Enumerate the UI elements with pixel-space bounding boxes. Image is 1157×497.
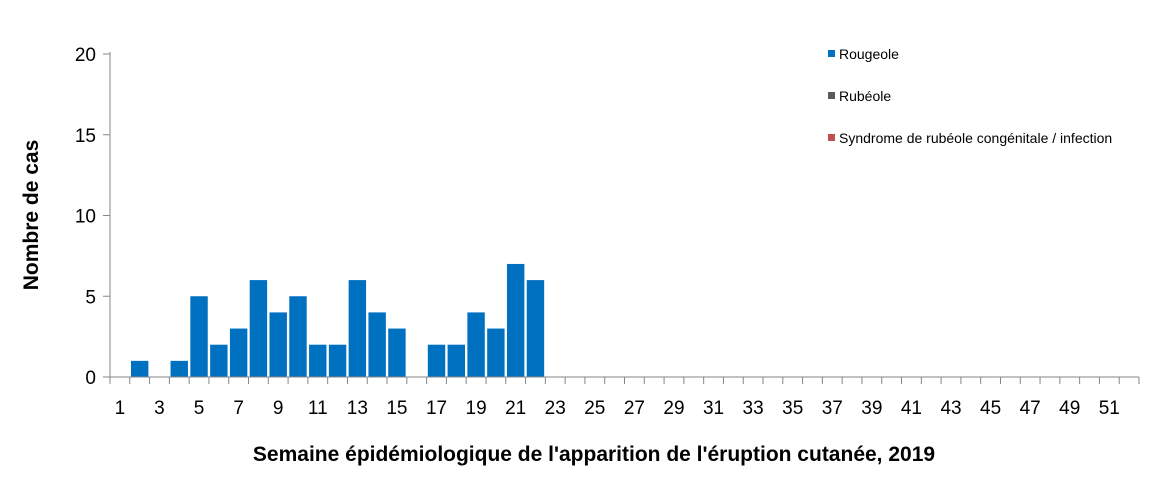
x-tick-label-1: 1 [115,398,126,419]
bar-rougeole-week-22 [526,280,545,377]
y-tick-label-5: 5 [85,287,96,308]
bar-rougeole-week-14 [368,312,386,377]
x-tick-label-3: 3 [154,398,165,419]
x-tick-label-49: 49 [1059,398,1080,419]
x-tick-label-31: 31 [703,398,724,419]
x-tick-label-7: 7 [233,398,244,419]
x-tick-label-45: 45 [980,398,1001,419]
legend: Rougeole Rubéole Syndrome de rubéole congé… [828,46,1112,146]
y-tick-label-0: 0 [85,368,96,389]
x-tick-label-21: 21 [505,398,526,419]
y-tick-label-20: 20 [75,45,96,66]
bar-rougeole-week-19 [467,312,485,377]
bar-rougeole-week-7 [229,328,248,377]
bar-rougeole-week-8 [249,280,268,377]
x-tick-label-29: 29 [663,398,684,419]
x-tick-label-13: 13 [347,398,368,419]
x-tick-label-35: 35 [782,398,803,419]
legend-swatch-rubéole [828,92,835,99]
bar-rougeole-week-12 [328,344,347,377]
bar-rougeole-week-10 [289,296,307,377]
x-tick-label-23: 23 [545,398,566,419]
bar-rougeole-week-9 [269,312,287,377]
bar-rougeole-week-21 [506,263,525,377]
bars-group [130,263,545,377]
x-tick-label-15: 15 [386,398,407,419]
x-tick-label-17: 17 [426,398,447,419]
bar-rougeole-week-6 [210,344,228,377]
x-tick-label-11: 11 [308,398,328,419]
legend-swatch-syndrome [828,134,835,141]
legend-label-rubéole: Rubéole [839,88,891,104]
bar-rougeole-week-4 [170,360,188,377]
bar-rougeole-week-20 [487,328,505,377]
x-tick-label-9: 9 [273,398,284,419]
legend-swatch-rougeole [828,50,835,57]
x-tick-label-39: 39 [861,398,882,419]
bar-rougeole-week-15 [388,328,406,377]
x-tick-label-37: 37 [822,398,843,419]
x-tick-label-51: 51 [1099,398,1120,419]
x-tick-label-25: 25 [584,398,605,419]
bar-rougeole-week-11 [309,344,327,377]
bar-rougeole-week-5 [190,296,208,377]
x-tick-label-19: 19 [466,398,487,419]
bar-rougeole-week-13 [348,280,367,377]
legend-label-rougeole: Rougeole [839,46,899,62]
legend-label-syndrome: Syndrome de rubéole congénitale / infect… [839,130,1112,146]
bar-rougeole-week-2 [130,360,149,377]
x-tick-labels: 1 3 5 7 9 11 13 15 17 19 21 23 25 27 29 31 33 35 37 39 41 43 4… [115,398,1120,419]
x-tick-label-41: 41 [901,398,922,419]
y-tick-label-10: 10 [75,207,96,228]
y-axis-title: Nombre de cas [20,140,43,291]
y-tick-label-15: 15 [75,126,96,147]
y-tick-labels: 0 5 10 15 20 [75,45,96,389]
x-tick-label-43: 43 [940,398,961,419]
x-tick-label-47: 47 [1020,398,1041,419]
x-tick-label-33: 33 [743,398,764,419]
bar-rougeole-week-18 [447,344,465,377]
axes-group [103,52,1140,384]
x-axis-title: Semaine épidémiologique de l'apparition … [253,443,935,466]
bar-rougeole-week-17 [427,344,446,377]
x-tick-label-27: 27 [624,398,645,419]
x-tick-label-5: 5 [194,398,205,419]
